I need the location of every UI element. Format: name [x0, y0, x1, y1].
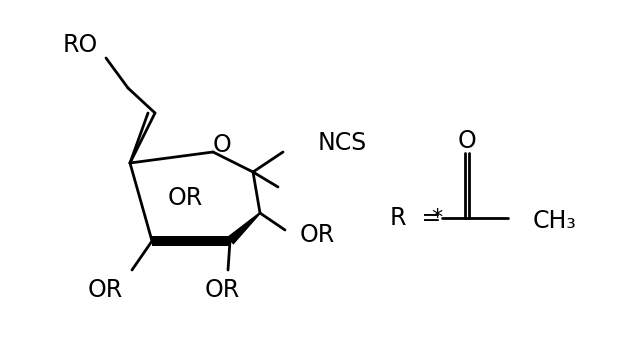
Text: R  =: R =: [390, 206, 441, 230]
Text: RO: RO: [62, 33, 98, 57]
Text: OR: OR: [300, 223, 335, 247]
Text: NCS: NCS: [318, 131, 367, 155]
Text: OR: OR: [168, 186, 203, 210]
Text: O: O: [458, 129, 476, 153]
Text: OR: OR: [204, 278, 239, 302]
Text: OR: OR: [88, 278, 123, 302]
Polygon shape: [152, 236, 230, 246]
Text: O: O: [212, 133, 232, 157]
Text: CH₃: CH₃: [533, 209, 577, 233]
Text: *: *: [431, 208, 443, 228]
Polygon shape: [227, 212, 260, 245]
